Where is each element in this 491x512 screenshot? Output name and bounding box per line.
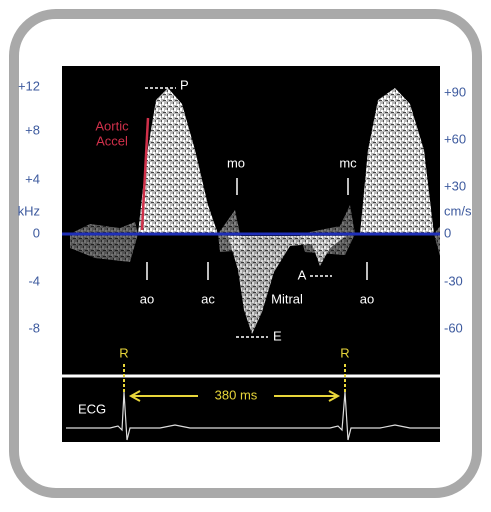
label: ECG — [78, 401, 106, 416]
label: R — [340, 345, 349, 360]
label: 380 ms — [215, 387, 258, 402]
ecg-trace — [66, 391, 440, 441]
left-tick: +12 — [18, 78, 40, 93]
label: mo — [227, 155, 245, 170]
label: E — [273, 328, 282, 343]
interval-bg — [198, 386, 274, 406]
left-tick: 0 — [33, 225, 40, 240]
right-tick: -30 — [444, 273, 463, 288]
label: Mitral — [271, 291, 303, 306]
label: ac — [201, 291, 215, 306]
label: R — [119, 345, 128, 360]
label: P — [180, 77, 189, 92]
right-tick: -60 — [444, 320, 463, 335]
left-tick: -8 — [28, 320, 40, 335]
annotation-lines — [145, 87, 368, 338]
label: Accel — [96, 133, 128, 148]
left-tick: -4 — [28, 273, 40, 288]
doppler-signal — [70, 88, 440, 334]
left-tick: +4 — [25, 171, 40, 186]
label: A — [298, 267, 307, 282]
right-tick: +30 — [444, 178, 466, 193]
right-tick: +90 — [444, 84, 466, 99]
right-unit: cm/s — [444, 203, 472, 218]
label: mc — [339, 155, 357, 170]
label: ao — [360, 291, 374, 306]
left-tick: +8 — [25, 122, 40, 137]
right-tick: +60 — [444, 131, 466, 146]
label: ao — [140, 291, 154, 306]
left-unit: kHz — [18, 203, 40, 218]
label: Aortic — [95, 118, 129, 133]
accel-line — [140, 117, 150, 231]
right-tick: 0 — [444, 225, 451, 240]
